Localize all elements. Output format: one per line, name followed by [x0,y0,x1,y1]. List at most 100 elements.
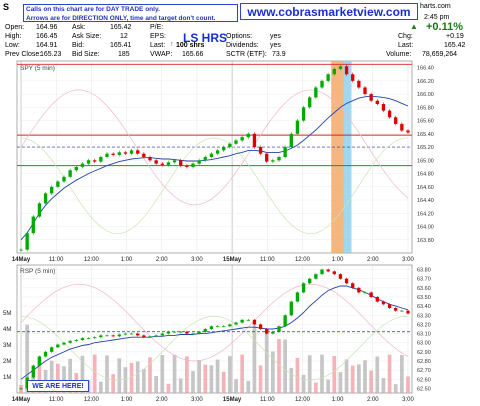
rsp-volume-bar [369,370,373,393]
spy-candle [209,153,214,157]
rsp-volume-bar [160,355,165,393]
spy-candle [222,147,226,151]
brand-link[interactable]: www.cobrasmarketview.com [240,3,418,20]
stat-ask-label: Ask: [72,24,86,31]
last-value: 165.42 [444,42,466,49]
rsp-candle [148,336,152,338]
rsp-volume-bar [228,356,232,393]
spy-y-tick-label: 164.80 [417,172,434,178]
stat-bid-value: 165.41 [110,42,132,49]
rsp-volume-bar [307,355,312,393]
rsp-faint-line-green [20,315,409,381]
spy-candle [105,153,109,157]
volume-label: Volume: [386,51,412,58]
rsp-candle [203,329,207,332]
spy-candle [136,150,140,154]
spy-candle [400,123,404,131]
stat-open-value: 164.96 [36,24,58,31]
rsp-x-tick-label: 11:00 [260,397,275,403]
rsp-volume-bar [166,383,171,393]
spy-candle [93,160,97,162]
spy-candle [314,87,318,98]
site-fragment: harts.com [420,3,451,10]
rsp-volume-bar [234,379,238,393]
spy-candle [86,160,91,164]
rsp-candle [215,326,220,328]
rsp-volume-bar [406,376,410,393]
last-label: Last: [398,42,414,49]
rsp-candle [283,315,287,327]
pct-change: +0.11% [426,21,464,33]
rsp-volume-bar [326,379,330,393]
rsp-volume-tick-label: 1M [3,375,11,381]
spy-x-tick-label: 3:00 [191,257,203,263]
notes-line-2: Arrows are for DIRECTION ONLY, time and … [26,14,216,22]
spy-candle [271,160,275,162]
rsp-volume-bar [271,351,275,393]
rsp-volume-tick-label: 2M [3,359,11,365]
stat-options-label: Options: [226,33,253,40]
rsp-candle [369,292,373,297]
rsp-x-tick-label: 14May [12,397,31,403]
rsp-x-tick-label: 11:00 [49,397,64,403]
spy-panel-label: SPY (5 min) [20,65,55,72]
rsp-candle [68,340,72,343]
rsp-volume-ticks: 1M 2M 3M 4M 5M [3,311,11,381]
rsp-volume-bar [129,362,134,393]
rsp-volume-bar [117,358,122,393]
spy-candle [56,181,60,187]
spy-faint-line-pink [20,89,409,206]
rsp-panel: 62.50 62.60 62.70 62.80 62.90 63.00 63.10 63.20… [3,264,431,403]
rsp-x-tick-label: 3:00 [191,397,203,403]
stat-pe-label: P/E: [150,24,164,31]
spy-y-tick-label: 165.20 [417,145,434,151]
rsp-volume-bar [350,365,355,393]
rsp-candle [62,342,66,345]
rsp-volume-bar [283,339,287,393]
rsp-y-tick-label: 63.30 [417,313,431,319]
rsp-volume-bar [203,364,208,393]
rsp-volume-bar [381,378,386,393]
stat-eps-label: EPS: [150,33,166,40]
rsp-candle [50,347,54,352]
spy-candle [332,68,336,75]
rsp-candle [338,274,343,279]
stat-prevclose-label: Prev Close: [5,51,42,58]
rsp-volume-bar [344,359,349,393]
rsp-candle [191,333,195,335]
spy-candle [246,133,250,138]
rsp-volume-bar [80,355,85,393]
rsp-volume-bar [37,356,42,393]
rsp-candle [160,333,164,336]
rsp-volume-bar [123,367,128,393]
rsp-candle [314,274,318,279]
rsp-volume-bar [301,374,306,393]
rsp-candle [234,322,238,325]
spy-candle [215,150,220,154]
stat-sctr-label: SCTR (ETF): [226,51,267,58]
rsp-candle [308,278,312,284]
spy-candle [351,74,355,81]
rsp-candle [258,324,263,329]
rsp-volume-bar [400,354,404,393]
spy-x-tick-label: 14May [12,257,31,263]
rsp-volume-bar [56,363,60,393]
spy-candle [148,157,152,161]
spy-candle [50,186,54,194]
spy-y-tick-label: 165.00 [417,158,434,164]
rsp-candle [295,292,300,302]
spy-candle [117,152,121,156]
we-are-here-label: WE ARE HERE! [27,380,89,392]
rsp-candle [228,324,232,327]
rsp-panel-label: RSP (5 min) [20,268,55,275]
rsp-candle [240,319,244,323]
rsp-candle [381,301,386,305]
rsp-candle [387,304,392,308]
rsp-candle [271,331,275,334]
stat-low-value: 164.91 [36,42,58,49]
rsp-volume-bar [363,360,367,393]
stat-open-label: Open: [5,24,25,31]
rsp-x-tick-label: 12:00 [295,397,311,403]
spy-candle [234,140,238,144]
stat-ask-value: 165.42 [110,24,132,31]
